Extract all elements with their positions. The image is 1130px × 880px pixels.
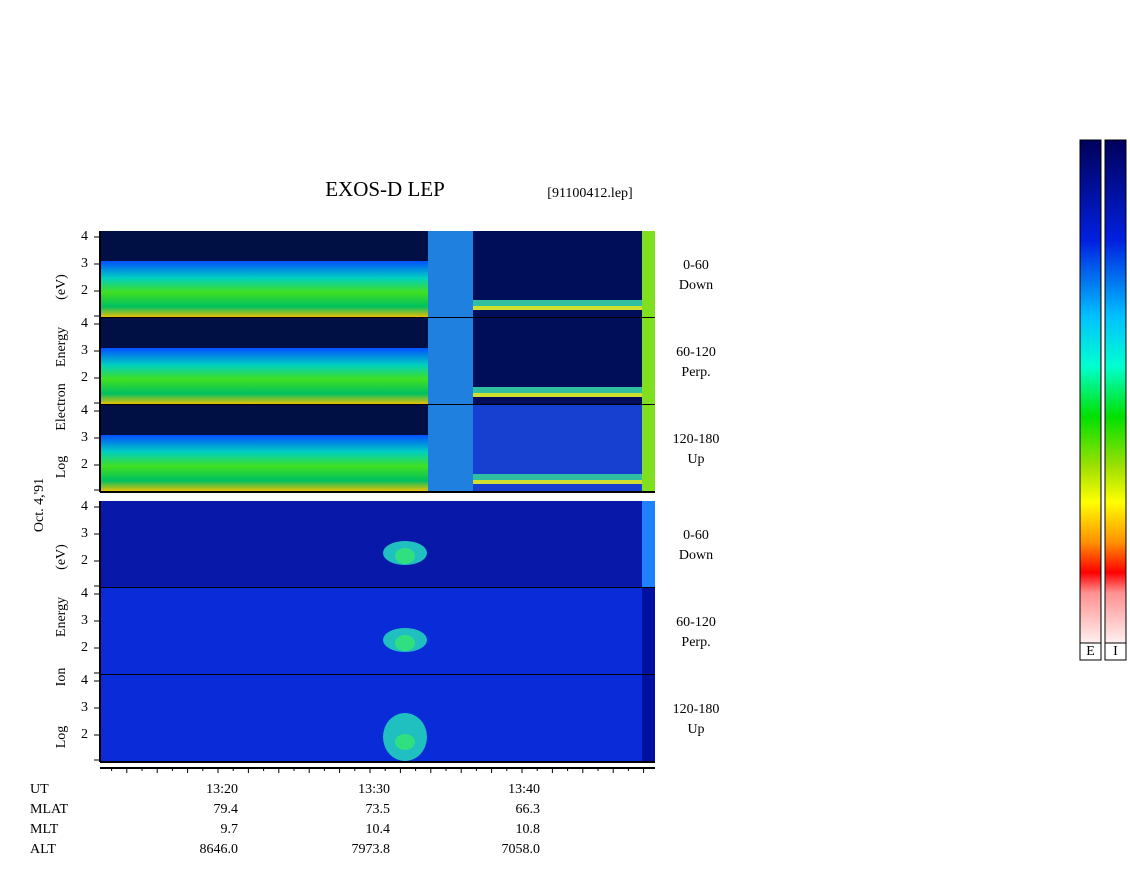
row-value: 13:20	[206, 782, 238, 797]
y-tick-label: 3	[81, 343, 88, 358]
spectral-band	[100, 261, 430, 318]
ion-core	[395, 734, 415, 750]
file-name: [91100412.lep]	[547, 186, 632, 201]
color-bar	[1104, 139, 1127, 644]
edge-bar	[642, 501, 655, 588]
direction-label: Up	[687, 722, 704, 737]
direction-label: Down	[679, 548, 713, 563]
color-bar	[1079, 139, 1102, 644]
y-axis-label: Energy	[54, 597, 69, 637]
y-tick-label: 4	[81, 586, 88, 601]
angle-label: 120-180	[673, 702, 720, 717]
color-bar-label: E	[1086, 644, 1095, 659]
spectral-band	[100, 435, 430, 492]
y-tick-label: 2	[81, 553, 88, 568]
row-value: 66.3	[516, 802, 541, 817]
y-tick-label: 3	[81, 430, 88, 445]
y-tick-label: 4	[81, 403, 88, 418]
edge-bar	[642, 405, 655, 492]
y-tick-label: 2	[81, 640, 88, 655]
angle-label: 60-120	[676, 345, 716, 360]
row-label: UT	[30, 782, 49, 797]
row-value: 7058.0	[502, 842, 541, 857]
color-bar-box	[1079, 642, 1102, 661]
transition	[428, 231, 473, 318]
y-axis-label: Log	[54, 456, 69, 479]
y-tick-label: 3	[81, 526, 88, 541]
y-tick-label: 3	[81, 256, 88, 271]
edge-bar	[642, 318, 655, 405]
title: EXOS-D LEP	[325, 177, 445, 201]
edge-bar	[642, 588, 655, 675]
post-line	[473, 480, 643, 484]
panel-background	[100, 588, 655, 675]
post-line	[473, 393, 643, 397]
row-value: 10.8	[516, 822, 541, 837]
row-value: 7973.8	[352, 842, 391, 857]
transition	[428, 318, 473, 405]
y-tick-label: 4	[81, 316, 88, 331]
transition	[428, 405, 473, 492]
color-bar-box	[1104, 642, 1127, 661]
panel-background	[100, 675, 655, 762]
y-axis-label: Electron	[54, 383, 69, 430]
y-tick-label: 4	[81, 229, 88, 244]
angle-label: 60-120	[676, 615, 716, 630]
post-line	[473, 306, 643, 310]
direction-label: Down	[679, 278, 713, 293]
post-band	[473, 300, 643, 310]
y-axis-label: (eV)	[54, 544, 69, 570]
spectral-top	[100, 318, 430, 348]
ion-core	[395, 635, 415, 651]
direction-label: Perp.	[681, 635, 710, 650]
ion-core	[395, 548, 415, 564]
y-tick-label: 2	[81, 727, 88, 742]
y-tick-label: 2	[81, 283, 88, 298]
edge-bar	[642, 675, 655, 762]
post-band	[473, 474, 643, 484]
color-bar-label: I	[1113, 644, 1118, 659]
date: Oct. 4,'91	[32, 478, 47, 532]
row-value: 13:40	[508, 782, 540, 797]
y-tick-label: 3	[81, 613, 88, 628]
spectral-band	[100, 348, 430, 405]
y-axis-label: (eV)	[54, 274, 69, 300]
row-value: 79.4	[214, 802, 239, 817]
row-label: ALT	[30, 842, 56, 857]
y-axis-label: Ion	[54, 668, 69, 687]
panel-background	[100, 501, 655, 588]
row-value: 73.5	[366, 802, 391, 817]
y-tick-label: 4	[81, 673, 88, 688]
edge-bar	[642, 231, 655, 318]
row-label: MLT	[30, 822, 59, 837]
y-axis-label: Log	[54, 726, 69, 749]
angle-label: 0-60	[683, 258, 709, 273]
angle-label: 0-60	[683, 528, 709, 543]
row-value: 9.7	[221, 822, 239, 837]
direction-label: Up	[687, 452, 704, 467]
post-band	[473, 387, 643, 397]
spectral-top	[100, 231, 430, 261]
row-value: 13:30	[358, 782, 390, 797]
y-tick-label: 2	[81, 370, 88, 385]
row-value: 10.4	[366, 822, 391, 837]
angle-label: 120-180	[673, 432, 720, 447]
row-label: MLAT	[30, 802, 69, 817]
y-tick-label: 4	[81, 499, 88, 514]
y-tick-label: 2	[81, 457, 88, 472]
spectral-top	[100, 405, 430, 435]
direction-label: Perp.	[681, 365, 710, 380]
row-value: 8646.0	[200, 842, 239, 857]
y-tick-label: 3	[81, 700, 88, 715]
y-axis-label: Energy	[54, 327, 69, 367]
